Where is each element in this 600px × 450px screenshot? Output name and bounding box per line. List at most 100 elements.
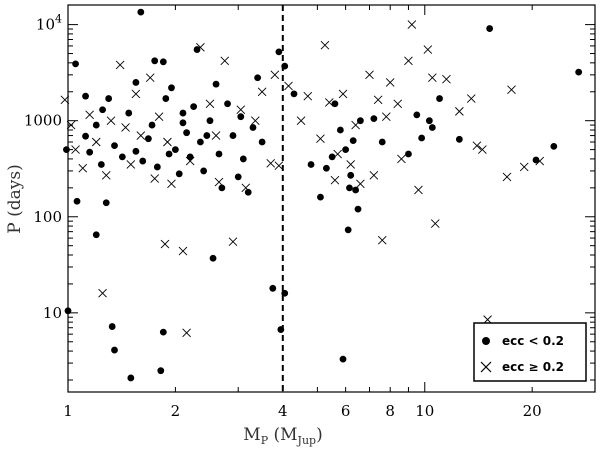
y-axis-title: P (days) (5, 164, 25, 233)
y-tick-label: 104 (36, 13, 62, 34)
data-point-cross (274, 161, 284, 171)
data-point-dot (532, 156, 540, 164)
x-axis-title: MP (MJup) (243, 425, 322, 447)
data-point-dot (148, 121, 156, 129)
data-point-cross (98, 288, 107, 298)
data-point-dot (153, 163, 161, 171)
data-point-dot (111, 346, 118, 354)
data-point-dot (336, 126, 344, 134)
x-tick-labels: 1 2 4 6 8 10 20 (63, 402, 541, 420)
data-point-dot (108, 323, 116, 330)
data-point-cross (414, 185, 423, 195)
data-point-cross (296, 116, 306, 126)
data-point-cross (369, 171, 379, 180)
data-point-dot (323, 164, 330, 172)
data-point-cross (220, 56, 230, 66)
data-point-cross (241, 183, 251, 193)
data-point-dot (349, 137, 357, 145)
data-point-cross (270, 70, 280, 80)
data-point-cross (167, 179, 176, 189)
data-point-dot (73, 197, 81, 205)
data-point-dot (162, 95, 170, 102)
data-point-dot (97, 161, 105, 168)
data-point-dot (405, 150, 412, 158)
y-tick-labels: 10 100 1000 104 (24, 13, 62, 322)
data-point-cross (472, 141, 482, 150)
data-point-cross (316, 134, 325, 143)
data-point-dot (425, 117, 433, 125)
data-point-dot (346, 184, 353, 192)
data-point-dot (575, 68, 583, 76)
data-point-cross (397, 154, 406, 164)
data-point-cross (351, 120, 360, 130)
legend-dot-marker (482, 337, 490, 345)
data-point-dot (209, 254, 217, 262)
data-point-cross (428, 73, 437, 83)
data-point-dot (92, 121, 100, 129)
data-point-dot (234, 173, 242, 181)
data-point-cross (393, 99, 403, 109)
data-point-dot (179, 109, 187, 117)
data-point-cross (205, 99, 215, 109)
data-point-dot (63, 146, 70, 154)
data-point-dot (125, 109, 133, 117)
data-point-cross (466, 94, 476, 103)
data-point-dot (172, 146, 179, 154)
data-point-cross (507, 85, 516, 95)
data-point-dot (72, 60, 79, 68)
data-point-cross (236, 105, 246, 115)
x-tick-label: 2 (171, 402, 181, 420)
data-point-dot (82, 132, 89, 140)
data-point-dot (378, 138, 386, 146)
data-point-cross (381, 112, 391, 122)
data-point-dot (193, 46, 201, 53)
x-tick-label: 10 (415, 402, 434, 420)
data-point-dot (111, 142, 118, 150)
data-point-dot (105, 95, 113, 102)
data-point-dot (281, 289, 289, 297)
data-point-cross (502, 172, 512, 182)
data-point-cross (91, 137, 101, 147)
x-tick-label: 1 (63, 402, 73, 420)
data-point-dot (428, 124, 436, 131)
data-point-dot (328, 153, 336, 161)
data-point-dot (157, 367, 165, 375)
data-point-cross (266, 158, 276, 168)
data-point-cross (373, 95, 383, 105)
x-tick-label: 4 (278, 402, 288, 420)
data-point-dot (370, 115, 378, 123)
data-point-dot (347, 171, 355, 179)
data-point-dot (99, 106, 106, 114)
data-point-cross (185, 156, 195, 166)
data-point-cross (131, 89, 141, 99)
data-point-dot (352, 186, 360, 194)
data-point-cross (365, 70, 374, 80)
data-point-cross (324, 98, 334, 107)
data-point-dot (254, 74, 262, 82)
legend-box (473, 322, 587, 382)
data-point-dot (215, 150, 223, 158)
data-point-dot (258, 138, 266, 146)
data-point-cross (257, 87, 267, 97)
data-point-dot (82, 92, 89, 100)
data-point-dot (206, 117, 214, 125)
data-point-dot (342, 146, 350, 154)
data-point-dot (175, 170, 183, 178)
x-axis-title-paren-sub: Jup (297, 434, 317, 447)
data-point-dot (92, 231, 100, 239)
data-point-cross (154, 112, 164, 122)
data-point-cross (377, 235, 387, 245)
data-point-dot (277, 326, 285, 333)
data-point-cross (535, 156, 545, 166)
y-tick-label: 100 (33, 208, 62, 226)
data-point-dot (317, 193, 324, 201)
data-point-cross (115, 60, 125, 70)
data-point-dot (237, 113, 245, 121)
data-point-dot (132, 79, 140, 86)
data-point-cross (346, 160, 356, 169)
x-axis-title-paren: (M (268, 425, 297, 445)
data-point-dot (159, 58, 167, 66)
legend-label-high-ecc: ecc ≥ 0.2 (502, 360, 564, 374)
data-point-dot (224, 100, 231, 108)
